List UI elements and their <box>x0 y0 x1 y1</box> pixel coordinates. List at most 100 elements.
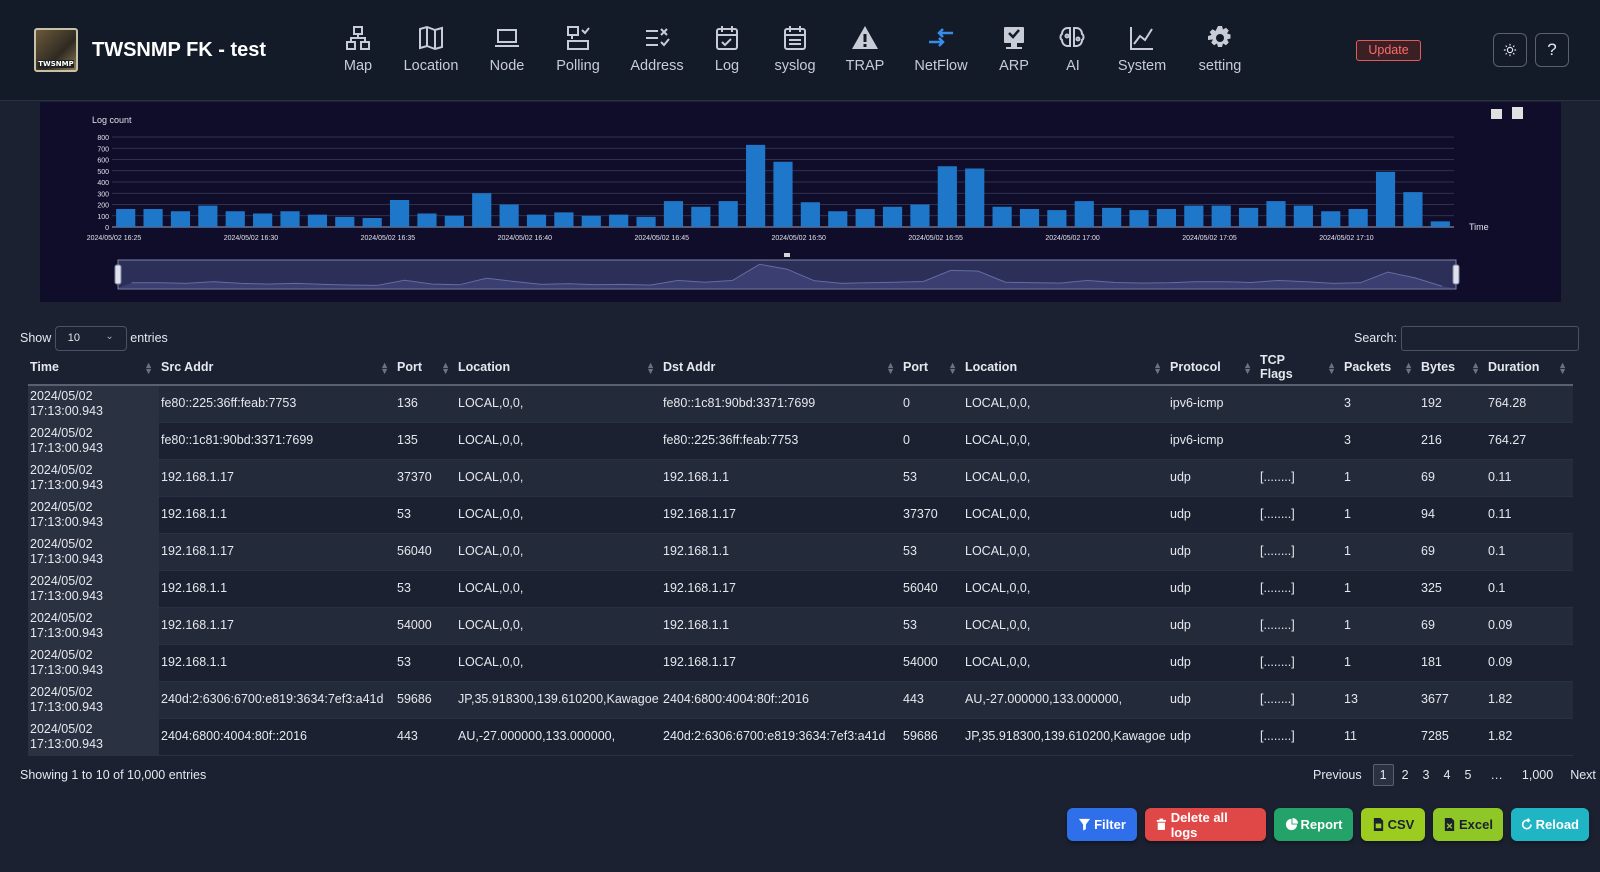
table-row[interactable]: 2024/05/02 17:13:00.943 fe80::1c81:90bd:3… <box>28 422 1573 460</box>
line-chart-icon <box>1130 27 1153 50</box>
pagination-item[interactable]: 1,000 <box>1521 768 1554 782</box>
table-cell: 0.11 <box>1486 459 1573 497</box>
table-cell: 192.168.1.1 <box>159 644 395 682</box>
pagination-item[interactable]: 2 <box>1401 768 1409 782</box>
col-time-label: Time <box>30 360 59 374</box>
sort-icon: ▲ ▼ <box>1243 360 1252 376</box>
report-button[interactable]: Report <box>1274 808 1353 841</box>
col-dst-addr[interactable]: Dst Addr ▲ ▼ <box>661 350 901 386</box>
col-tcp-flags[interactable]: TCP Flags ▲ ▼ <box>1258 350 1342 386</box>
nav-trap[interactable]: TRAP <box>846 24 884 74</box>
table-row[interactable]: 2024/05/02 17:13:00.943 2404:6800:4004:80… <box>28 718 1573 756</box>
nav-map[interactable]: Map <box>343 24 373 74</box>
nav-netflow[interactable]: NetFlow <box>914 24 968 74</box>
table-row[interactable]: 2024/05/02 17:13:00.943 192.168.1.17 56040… <box>28 533 1573 571</box>
table-cell: 53 <box>395 570 456 608</box>
sort-icon: ▲ ▼ <box>646 360 655 376</box>
col-packets[interactable]: Packets ▲ ▼ <box>1342 350 1419 386</box>
table-row[interactable]: 2024/05/02 17:13:00.943 fe80::225:36ff:fe… <box>28 385 1573 423</box>
table-row[interactable]: 2024/05/02 17:13:00.943 192.168.1.17 37370… <box>28 459 1573 497</box>
help-button[interactable]: ? <box>1535 33 1569 67</box>
table-cell: udp <box>1168 570 1258 608</box>
brand-logo-text: TWSNMP <box>38 60 74 68</box>
nav-node[interactable]: Node <box>488 24 526 74</box>
brain-icon <box>1059 27 1085 47</box>
chart-bar <box>1403 192 1423 227</box>
pagination-item[interactable]: 5 <box>1464 768 1472 782</box>
filter-button[interactable]: Filter <box>1067 808 1137 841</box>
table-cell: 136 <box>395 385 456 423</box>
nav-arp[interactable]: ARP <box>999 24 1029 74</box>
nav-ai[interactable]: AI <box>1059 24 1086 74</box>
table-cell: 192.168.1.1 <box>661 533 901 571</box>
col-src-addr[interactable]: Src Addr ▲ ▼ <box>159 350 395 386</box>
col-dst-location[interactable]: Location ▲ ▼ <box>963 350 1168 386</box>
table-cell: 2024/05/02 17:13:00.943 <box>28 681 159 719</box>
chart-bar <box>910 204 930 227</box>
table-row[interactable]: 2024/05/02 17:13:00.943 240d:2:6306:6700:… <box>28 681 1573 719</box>
nav-netflow-label: NetFlow <box>914 58 968 74</box>
chevron-down-icon: ⌄ <box>105 331 114 342</box>
netflow-table: Time ▲ ▼ Src Addr ▲ ▼ Port ▲ ▼ Location ▲ ▼ Dst … <box>28 350 1573 756</box>
nav-syslog[interactable]: syslog <box>774 24 816 74</box>
table-row[interactable]: 2024/05/02 17:13:00.943 192.168.1.17 54000… <box>28 607 1573 645</box>
brand[interactable]: TWSNMP TWSNMP FK - test <box>34 28 266 72</box>
excel-button[interactable]: Excel <box>1433 808 1503 841</box>
chart-bar <box>609 214 629 227</box>
y-tick-label: 200 <box>97 203 109 210</box>
table-cell: udp <box>1168 644 1258 682</box>
table-cell: 443 <box>901 681 963 719</box>
chart-bar <box>444 215 464 227</box>
update-button[interactable]: Update <box>1356 40 1421 61</box>
col-dst-port[interactable]: Port ▲ ▼ <box>901 350 963 386</box>
nav-address[interactable]: Address <box>630 24 684 74</box>
nav-system[interactable]: System <box>1118 24 1166 74</box>
search-input[interactable] <box>1400 326 1579 351</box>
chart-bar <box>992 206 1012 227</box>
chart-bar <box>691 206 711 227</box>
pagination-item[interactable]: 3 <box>1422 768 1430 782</box>
table-cell: [........] <box>1258 459 1342 497</box>
col-src-port-label: Port <box>397 360 422 374</box>
pagination-item[interactable]: Previous <box>1313 768 1362 782</box>
nav-polling[interactable]: Polling <box>556 24 600 74</box>
table-row[interactable]: 2024/05/02 17:13:00.943 192.168.1.1 53 LOCA… <box>28 496 1573 534</box>
chart-bar <box>499 204 519 227</box>
pagination-item[interactable]: 4 <box>1443 768 1451 782</box>
table-cell: 53 <box>901 607 963 645</box>
table-cell: LOCAL,0,0, <box>963 607 1168 645</box>
x-tick-label: 2024/05/02 16:40 <box>498 235 553 242</box>
entries-select[interactable]: 10 ⌄ <box>54 326 127 351</box>
delete-all-logs-button[interactable]: Delete all logs <box>1145 808 1266 841</box>
reload-button[interactable]: Reload <box>1511 808 1589 841</box>
table-row[interactable]: 2024/05/02 17:13:00.943 192.168.1.1 53 LOCA… <box>28 644 1573 682</box>
file-excel-icon <box>1444 818 1455 831</box>
laptop-icon <box>495 29 519 47</box>
col-src-port[interactable]: Port ▲ ▼ <box>395 350 456 386</box>
table-cell: 2024/05/02 17:13:00.943 <box>28 607 159 645</box>
col-src-location[interactable]: Location ▲ ▼ <box>456 350 661 386</box>
table-cell: LOCAL,0,0, <box>456 533 661 571</box>
col-time[interactable]: Time ▲ ▼ <box>28 350 159 386</box>
table-cell: [........] <box>1258 607 1342 645</box>
y-axis-label: Log count <box>92 115 132 125</box>
chart-bar <box>1184 205 1204 227</box>
chart-bar <box>1293 205 1313 227</box>
table-cell: 3 <box>1342 385 1419 423</box>
col-bytes[interactable]: Bytes ▲ ▼ <box>1419 350 1486 386</box>
pagination-item[interactable]: 1 <box>1372 764 1394 786</box>
nav-setting[interactable]: setting <box>1196 24 1244 74</box>
csv-button[interactable]: CSV <box>1361 808 1425 841</box>
table-cell: ipv6-icmp <box>1168 385 1258 423</box>
pagination-item[interactable]: Next <box>1570 768 1596 782</box>
col-duration[interactable]: Duration ▲ ▼ <box>1486 350 1573 386</box>
col-protocol[interactable]: Protocol ▲ ▼ <box>1168 350 1258 386</box>
theme-toggle-button[interactable] <box>1493 33 1527 67</box>
table-cell: udp <box>1168 496 1258 534</box>
table-cell: 54000 <box>395 607 456 645</box>
table-row[interactable]: 2024/05/02 17:13:00.943 192.168.1.1 53 LOCA… <box>28 570 1573 608</box>
nav-log[interactable]: Log <box>714 24 740 74</box>
table-cell: 37370 <box>901 496 963 534</box>
nav-location[interactable]: Location <box>403 24 459 74</box>
chart-bar <box>828 211 848 227</box>
